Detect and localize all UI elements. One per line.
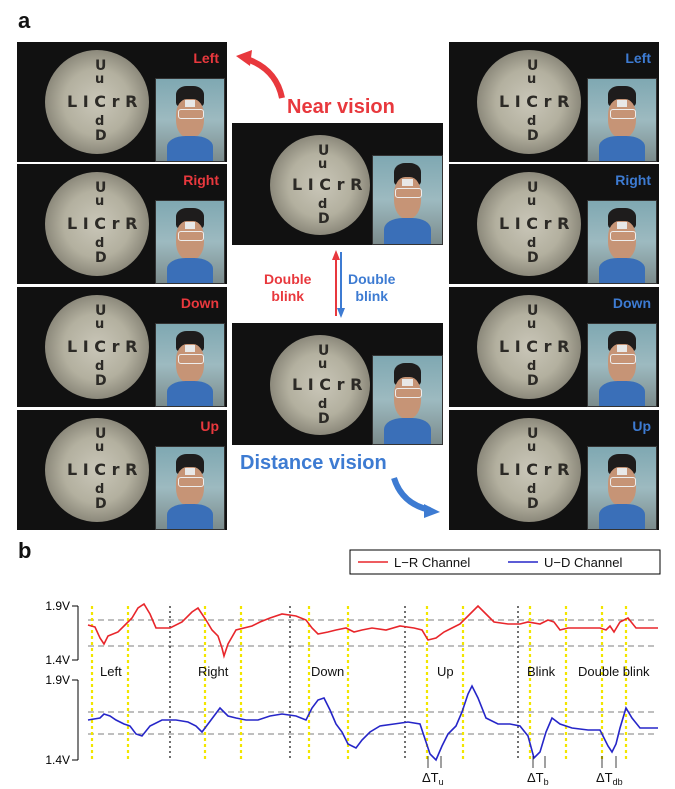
signal-chart: L−R Channel U−D Channel 1.9V 1.4V 1.9V 1.4V Le… bbox=[45, 549, 661, 787]
subject-photo bbox=[155, 323, 225, 407]
subject-photo bbox=[372, 155, 443, 245]
lens-letters: L I C r R bbox=[499, 92, 570, 111]
near-vision-frame: L I C r R U u d D bbox=[232, 123, 443, 245]
bottom-ytick-label: 1.4V bbox=[45, 753, 70, 767]
lens-image: L I C r R U u d D bbox=[270, 335, 370, 435]
segment-label: Blink bbox=[527, 664, 556, 679]
arrows-layer bbox=[236, 50, 440, 518]
segment-label: Left bbox=[100, 664, 122, 679]
direction-label: Down bbox=[612, 295, 651, 311]
legend-lr-label: L−R Channel bbox=[394, 555, 470, 570]
lr-channel-line bbox=[87, 602, 658, 659]
lens-letters: L I C r R bbox=[67, 460, 138, 479]
subject-photo bbox=[587, 200, 657, 284]
top-ytick-label: 1.4V bbox=[45, 653, 70, 667]
curved-blue-arrow-head bbox=[424, 504, 440, 518]
direction-label: Down bbox=[180, 295, 219, 311]
direction-label: Up bbox=[200, 418, 219, 434]
lens-letters: L I C r R bbox=[499, 214, 570, 233]
subject-photo bbox=[587, 78, 657, 162]
lens-letters: L I C r R bbox=[67, 92, 138, 111]
direction-label: Up bbox=[632, 418, 651, 434]
segment-label: Up bbox=[437, 664, 454, 679]
segment-label: Down bbox=[311, 664, 344, 679]
lens-letters: L I C r R bbox=[499, 460, 570, 479]
delta-t-label: ΔTb bbox=[527, 770, 549, 787]
direction-label: Right bbox=[615, 172, 651, 188]
direction-label: Left bbox=[193, 50, 219, 66]
up-arrow-head bbox=[332, 250, 340, 260]
legend-box bbox=[349, 549, 661, 575]
double-blink-red-label: Double blink bbox=[264, 271, 312, 304]
near-vision-label: Near vision bbox=[287, 96, 395, 118]
legend-ud-label: U−D Channel bbox=[544, 555, 623, 570]
subject-photo bbox=[155, 200, 225, 284]
lens-letters: L I C r R bbox=[499, 337, 570, 356]
down-arrow-head bbox=[337, 308, 345, 318]
panel-a-label: a bbox=[18, 8, 31, 33]
lens-letters: L I C r R bbox=[67, 214, 138, 233]
lens-letters: L I C r R bbox=[67, 337, 138, 356]
subject-photo bbox=[155, 446, 225, 530]
direction-label: Right bbox=[183, 172, 219, 188]
ud-channel-line bbox=[87, 684, 658, 762]
double-blink-blue-label: Double blink bbox=[348, 271, 396, 304]
segment-label: Double blink bbox=[578, 664, 650, 679]
panel-b-label: b bbox=[18, 538, 32, 563]
subject-photo bbox=[587, 323, 657, 407]
delta-t-label: ΔTu bbox=[422, 770, 444, 787]
subject-photo bbox=[587, 446, 657, 530]
distance-vision-frame: L I C r R U u d D bbox=[232, 323, 443, 445]
subject-photo bbox=[372, 355, 443, 445]
distance-vision-label: Distance vision bbox=[240, 452, 387, 474]
bottom-ytick-label: 1.9V bbox=[45, 673, 70, 687]
delta-t-label: ΔTdb bbox=[596, 770, 623, 787]
top-ytick-label: 1.9V bbox=[45, 599, 70, 613]
segment-label: Right bbox=[198, 664, 229, 679]
subject-photo bbox=[155, 78, 225, 162]
direction-label: Left bbox=[625, 50, 651, 66]
curved-red-arrow-head bbox=[236, 50, 252, 66]
lens-image: L I C r R U u d D bbox=[270, 135, 370, 235]
